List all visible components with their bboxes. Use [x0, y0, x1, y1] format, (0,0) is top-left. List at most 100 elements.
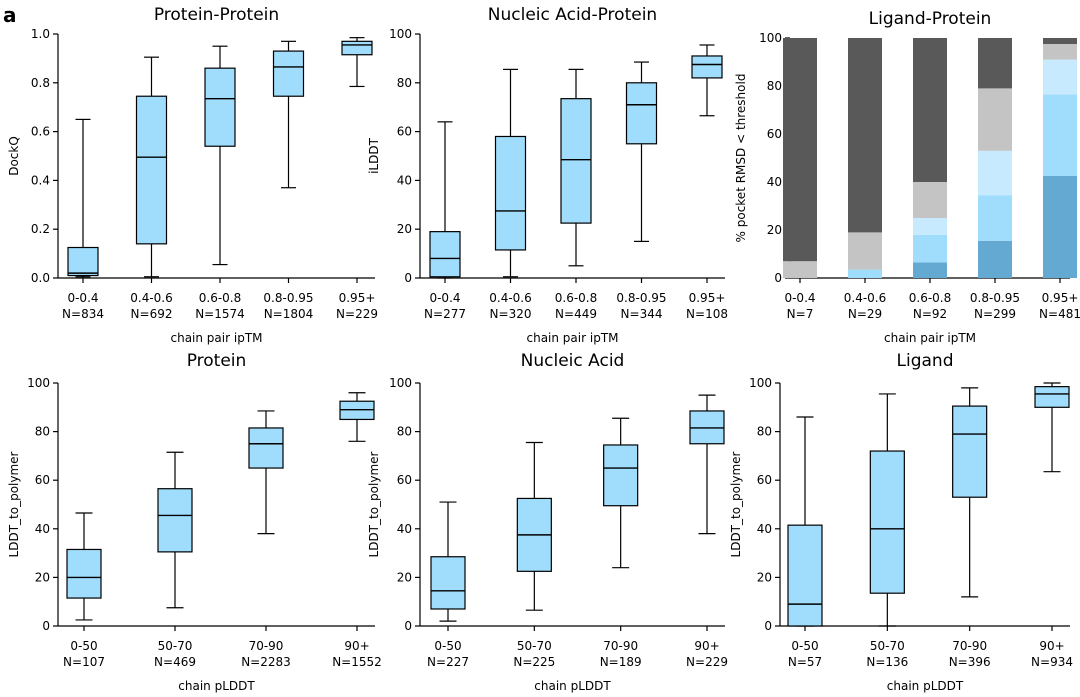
x-tick-label-1-0: 0-0.4	[429, 291, 460, 305]
y-tick-label-3-1: 20	[35, 570, 50, 584]
x-tick-count-4-2: N=189	[600, 655, 642, 669]
x-tick-count-1-3: N=344	[621, 307, 663, 321]
x-tick-label-2-0: 0-0.4	[784, 291, 815, 305]
panel-label: a	[3, 3, 17, 27]
y-tick-label-5-5: 100	[749, 376, 772, 390]
x-tick-count-0-0: N=834	[62, 307, 104, 321]
x-tick-label-1-2: 0.6-0.8	[555, 291, 598, 305]
x-tick-count-4-1: N=225	[513, 655, 555, 669]
box-iqr-1-1	[494, 135, 527, 251]
y-tick-label-5-3: 60	[757, 473, 772, 487]
x-axis-label-1: chain pair ipTM	[527, 331, 619, 345]
x-tick-count-2-3: N=299	[974, 307, 1016, 321]
y-tick-label-1-2: 40	[397, 173, 412, 187]
y-tick-label-0-1: 0.2	[31, 222, 50, 236]
x-tick-label-0-2: 0.6-0.8	[199, 291, 242, 305]
y-axis-label-5: LDDT_to_polymer	[729, 451, 743, 557]
x-tick-count-5-2: N=396	[949, 655, 991, 669]
bar-segment-2-4-3	[1043, 44, 1077, 60]
x-tick-count-3-1: N=469	[154, 655, 196, 669]
y-tick-label-1-1: 20	[397, 222, 412, 236]
y-tick-label-2-3: 60	[767, 127, 782, 141]
x-axis-label-4: chain pLDDT	[534, 679, 611, 693]
box-iqr-4-0	[430, 556, 466, 610]
y-axis-label-0: DockQ	[7, 136, 21, 176]
x-axis-label-3: chain pLDDT	[178, 679, 255, 693]
bar-segment-2-4-0	[1043, 176, 1077, 278]
y-tick-label-3-0: 0	[42, 619, 50, 633]
box-iqr-1-3	[625, 82, 658, 145]
x-tick-label-1-3: 0.8-0.95	[616, 291, 666, 305]
x-tick-label-0-1: 0.4-0.6	[130, 291, 173, 305]
y-axis-label-3: LDDT_to_polymer	[7, 451, 21, 557]
x-tick-count-2-0: N=7	[787, 307, 814, 321]
y-tick-label-5-1: 20	[757, 570, 772, 584]
x-tick-label-1-1: 0.4-0.6	[489, 291, 532, 305]
x-tick-count-1-0: N=277	[424, 307, 466, 321]
x-tick-count-3-3: N=1552	[332, 655, 382, 669]
x-tick-count-0-4: N=229	[336, 307, 378, 321]
bar-segment-2-1-4	[848, 38, 882, 233]
bar-segment-2-3-0	[978, 240, 1012, 278]
bar-segment-2-3-3	[978, 88, 1012, 151]
bar-segment-2-2-0	[913, 262, 947, 278]
x-tick-label-5-1: 50-70	[870, 639, 905, 653]
x-axis-label-5: chain pLDDT	[887, 679, 964, 693]
y-tick-label-1-5: 100	[389, 27, 412, 41]
x-tick-label-2-4: 0.95+	[1042, 291, 1079, 305]
x-tick-count-2-2: N=92	[913, 307, 947, 321]
box-iqr-0-2	[204, 67, 236, 147]
y-tick-label-0-5: 1.0	[31, 27, 50, 41]
bar-segment-2-2-2	[913, 218, 947, 235]
x-tick-count-0-3: N=1804	[264, 307, 314, 321]
x-tick-count-3-2: N=2283	[241, 655, 291, 669]
chart-title-0: Protein-Protein	[154, 5, 279, 25]
x-tick-label-5-0: 0-50	[791, 639, 818, 653]
box-iqr-0-4	[341, 40, 373, 56]
x-tick-label-2-3: 0.8-0.95	[970, 291, 1020, 305]
box-iqr-1-2	[560, 98, 592, 224]
x-tick-label-0-4: 0.95+	[339, 291, 376, 305]
x-tick-label-4-0: 0-50	[434, 639, 461, 653]
x-tick-label-1-4: 0.95+	[689, 291, 726, 305]
x-tick-count-4-0: N=227	[427, 655, 469, 669]
y-tick-label-5-4: 80	[757, 425, 772, 439]
x-tick-label-2-2: 0.6-0.8	[909, 291, 952, 305]
y-tick-label-5-2: 40	[757, 522, 772, 536]
bar-segment-2-3-4	[978, 38, 1012, 89]
chart-title-5: Ligand	[897, 351, 954, 371]
y-tick-label-1-4: 80	[397, 76, 412, 90]
x-tick-label-5-3: 90+	[1039, 639, 1064, 653]
x-tick-count-4-3: N=229	[686, 655, 728, 669]
y-tick-label-1-0: 0	[404, 271, 412, 285]
box-iqr-0-0	[67, 246, 99, 277]
x-tick-count-1-1: N=320	[490, 307, 532, 321]
box-iqr-5-3	[1034, 386, 1070, 408]
y-axis-label-4: LDDT_to_polymer	[367, 451, 381, 557]
y-tick-label-2-5: 100	[759, 31, 782, 45]
y-tick-label-2-2: 40	[767, 175, 782, 189]
bar-segment-2-1-3	[848, 232, 882, 270]
x-tick-label-3-3: 90+	[344, 639, 369, 653]
y-tick-label-0-4: 0.8	[31, 76, 50, 90]
x-tick-label-4-3: 90+	[694, 639, 719, 653]
x-tick-label-5-2: 70-90	[952, 639, 987, 653]
x-tick-count-1-4: N=108	[686, 307, 728, 321]
box-iqr-0-1	[135, 95, 168, 245]
x-tick-label-3-1: 50-70	[158, 639, 193, 653]
x-tick-label-0-3: 0.8-0.95	[263, 291, 313, 305]
bar-segment-2-2-1	[913, 234, 947, 263]
y-tick-label-3-5: 100	[27, 376, 50, 390]
bar-segment-2-4-4	[1043, 38, 1077, 44]
x-tick-count-2-4: N=481	[1039, 307, 1080, 321]
y-axis-label-2: % pocket RMSD < threshold	[734, 74, 748, 243]
box-iqr-5-0	[787, 524, 823, 627]
x-axis-label-0: chain pair ipTM	[171, 331, 263, 345]
y-tick-label-3-2: 40	[35, 522, 50, 536]
x-tick-count-0-2: N=1574	[195, 307, 245, 321]
bar-segment-2-1-1	[848, 269, 882, 278]
x-tick-label-2-1: 0.4-0.6	[844, 291, 887, 305]
bar-segment-2-4-1	[1043, 94, 1077, 176]
y-tick-label-4-3: 60	[397, 473, 412, 487]
box-iqr-3-1	[157, 488, 193, 553]
